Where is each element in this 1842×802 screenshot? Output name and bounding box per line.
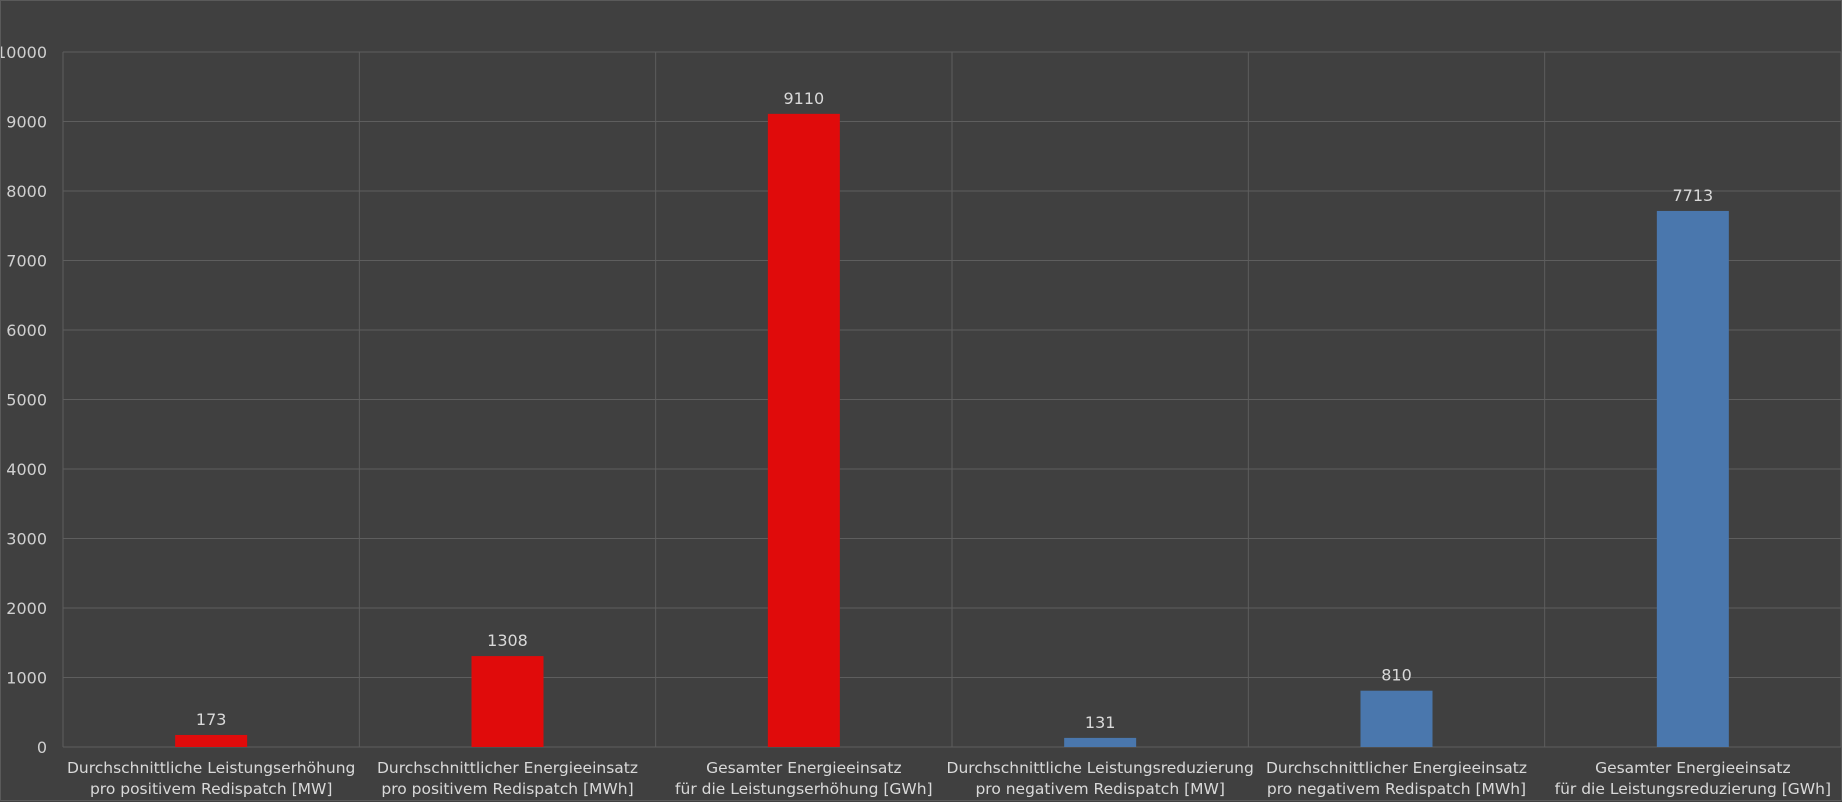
bar <box>471 656 544 747</box>
bar <box>1064 737 1137 747</box>
y-tick-label: 6000 <box>6 321 47 340</box>
y-tick-label: 0 <box>37 738 47 757</box>
x-category-label: für die Leistungsreduzierung [GWh] <box>1555 780 1831 798</box>
x-category-label: Gesamter Energieeinsatz <box>1595 759 1791 777</box>
y-axis-ticks: 0 1000 2000 3000 4000 5000 6000 7000 8000 9000 100… <box>1 43 47 757</box>
y-tick-label: 9000 <box>6 113 47 132</box>
x-category-label: Durchschnittliche Leistungserhöhung <box>67 759 355 777</box>
bar <box>767 113 840 748</box>
x-category-label: Durchschnittlicher Energieeinsatz <box>377 759 638 777</box>
grid <box>62 51 1842 748</box>
x-category-label: Gesamter Energieeinsatz <box>706 759 902 777</box>
data-label: 131 <box>1085 713 1116 732</box>
x-category-label: Durchschnittliche Leistungsreduzierung <box>947 759 1254 777</box>
bar <box>1360 690 1433 747</box>
y-tick-label: 10000 <box>1 43 47 62</box>
bars <box>175 113 1729 748</box>
y-tick-label: 2000 <box>6 599 47 618</box>
data-label: 1308 <box>487 631 528 650</box>
data-label: 9110 <box>783 89 824 108</box>
y-tick-label: 4000 <box>6 460 47 479</box>
data-label: 810 <box>1381 666 1412 685</box>
y-tick-label: 8000 <box>6 182 47 201</box>
y-tick-label: 7000 <box>6 252 47 271</box>
y-tick-label: 1000 <box>6 669 47 688</box>
data-labels: 173 1308 9110 131 810 7713 <box>196 89 1713 732</box>
x-category-label: pro negativem Redispatch [MWh] <box>1267 780 1526 798</box>
x-category-label: pro positivem Redispatch [MW] <box>90 780 332 798</box>
x-category-label: für die Leistungserhöhung [GWh] <box>675 780 933 798</box>
x-category-label: pro negativem Redispatch [MW] <box>975 780 1224 798</box>
y-tick-label: 3000 <box>6 530 47 549</box>
bar <box>1656 210 1729 747</box>
data-label: 7713 <box>1672 186 1713 205</box>
x-category-label: pro positivem Redispatch [MWh] <box>381 780 633 798</box>
x-axis-categories: Durchschnittliche Leistungserhöhung pro p… <box>67 759 1831 798</box>
x-category-label: Durchschnittlicher Energieeinsatz <box>1266 759 1527 777</box>
bar <box>175 734 248 747</box>
y-tick-label: 5000 <box>6 391 47 410</box>
data-label: 173 <box>196 710 227 729</box>
